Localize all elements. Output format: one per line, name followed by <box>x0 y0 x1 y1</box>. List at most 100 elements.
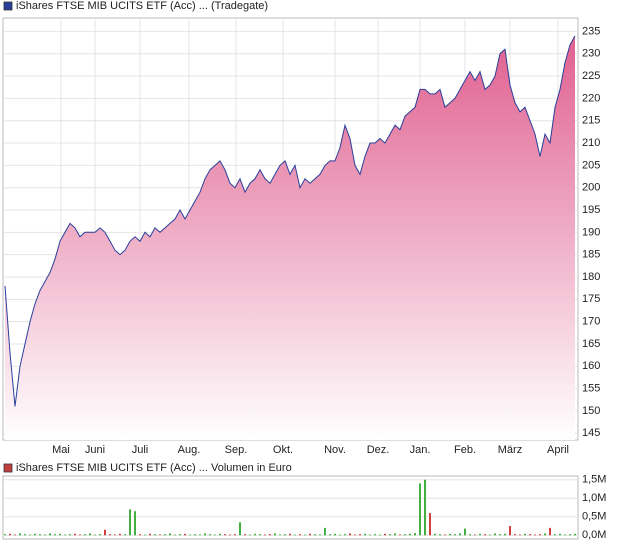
volume-bar <box>454 534 456 536</box>
volume-bar <box>114 534 116 536</box>
y-tick-label: 1,5M <box>582 474 606 486</box>
volume-bar <box>274 533 276 536</box>
volume-bar <box>309 533 311 536</box>
x-tick-label: Juli <box>132 444 149 456</box>
volume-bar <box>109 534 111 536</box>
y-tick-label: 190 <box>582 226 600 238</box>
volume-bar <box>429 513 431 536</box>
y-tick-label: 170 <box>582 316 600 328</box>
volume-bar <box>194 534 196 536</box>
volume-bar <box>364 533 366 536</box>
volume-bar <box>439 534 441 536</box>
volume-bar <box>464 528 466 536</box>
x-tick-label: Mai <box>52 444 70 456</box>
x-tick-label: Okt. <box>273 444 293 456</box>
y-tick-label: 165 <box>582 338 600 350</box>
y-tick-label: 215 <box>582 115 600 127</box>
y-tick-label: 0,0M <box>582 529 606 541</box>
volume-bar <box>164 534 166 536</box>
y-tick-label: 230 <box>582 48 600 60</box>
volume-bar <box>204 533 206 536</box>
volume-bar <box>144 534 146 536</box>
volume-bar <box>54 534 56 536</box>
volume-bar <box>359 534 361 536</box>
y-tick-label: 160 <box>582 360 600 372</box>
volume-bar <box>574 533 576 536</box>
volume-bar <box>474 534 476 536</box>
volume-bar <box>484 534 486 536</box>
x-tick-label: Aug. <box>178 444 201 456</box>
volume-bar <box>129 509 131 536</box>
volume-bar <box>524 533 526 536</box>
y-tick-label: 150 <box>582 405 600 417</box>
volume-bar <box>169 533 171 536</box>
volume-bar <box>479 533 481 536</box>
volume-bar <box>459 533 461 536</box>
volume-bar <box>389 534 391 536</box>
volume-bar <box>154 534 156 536</box>
volume-bar <box>14 534 16 536</box>
x-tick-label: Sep. <box>225 444 248 456</box>
volume-bar <box>534 534 536 536</box>
y-tick-label: 175 <box>582 293 600 305</box>
volume-bar <box>219 533 221 536</box>
volume-bar <box>404 534 406 536</box>
volume-bar <box>489 534 491 536</box>
y-tick-label: 205 <box>582 159 600 171</box>
volume-bar <box>184 533 186 536</box>
volume-bar <box>239 522 241 536</box>
volume-bar <box>149 533 151 536</box>
volume-bar <box>469 534 471 536</box>
volume-bar <box>229 534 231 536</box>
y-tick-label: 220 <box>582 92 600 104</box>
volume-bar <box>394 533 396 536</box>
volume-bar <box>254 533 256 536</box>
volume-bar <box>79 534 81 536</box>
legend-swatch <box>3 463 13 473</box>
volume-bar <box>24 534 26 536</box>
volume-bar <box>29 534 31 536</box>
y-tick-label: 1,0M <box>582 492 606 504</box>
x-tick-label: Nov. <box>324 444 346 456</box>
y-tick-label: 210 <box>582 137 600 149</box>
area-fill <box>5 35 575 441</box>
volume-bar <box>244 534 246 536</box>
volume-bar <box>399 534 401 536</box>
volume-bar <box>544 533 546 536</box>
legend-label: iShares FTSE MIB UCITS ETF (Acc) ... Vol… <box>16 462 292 474</box>
volume-bar <box>314 534 316 536</box>
volume-bar <box>334 533 336 536</box>
volume-bar <box>94 534 96 536</box>
volume-bar <box>374 534 376 536</box>
volume-bar <box>84 534 86 536</box>
volume-bar <box>569 534 571 536</box>
volume-bar <box>199 534 201 536</box>
volume-bar <box>284 534 286 536</box>
plot-area <box>2 475 579 540</box>
volume-bar <box>444 534 446 536</box>
volume-bar <box>419 483 421 536</box>
volume-bar <box>49 533 51 536</box>
volume-bar <box>494 533 496 536</box>
volume-bar <box>319 534 321 536</box>
volume-bar <box>499 534 501 536</box>
volume-bar <box>504 533 506 536</box>
volume-bar <box>299 534 301 536</box>
volume-bar <box>89 533 91 536</box>
volume-bar <box>329 534 331 536</box>
volume-bar <box>104 529 106 536</box>
x-tick-label: Dez. <box>367 444 390 456</box>
volume-bar <box>189 534 191 536</box>
volume-bar <box>249 534 251 536</box>
x-tick-label: Feb. <box>454 444 476 456</box>
volume-bar <box>449 533 451 536</box>
volume-bar <box>514 534 516 536</box>
volume-bar <box>279 534 281 536</box>
volume-bar <box>214 534 216 536</box>
volume-bar <box>434 533 436 536</box>
volume-bar <box>209 534 211 536</box>
volume-bar <box>554 534 556 536</box>
volume-bar <box>179 534 181 536</box>
